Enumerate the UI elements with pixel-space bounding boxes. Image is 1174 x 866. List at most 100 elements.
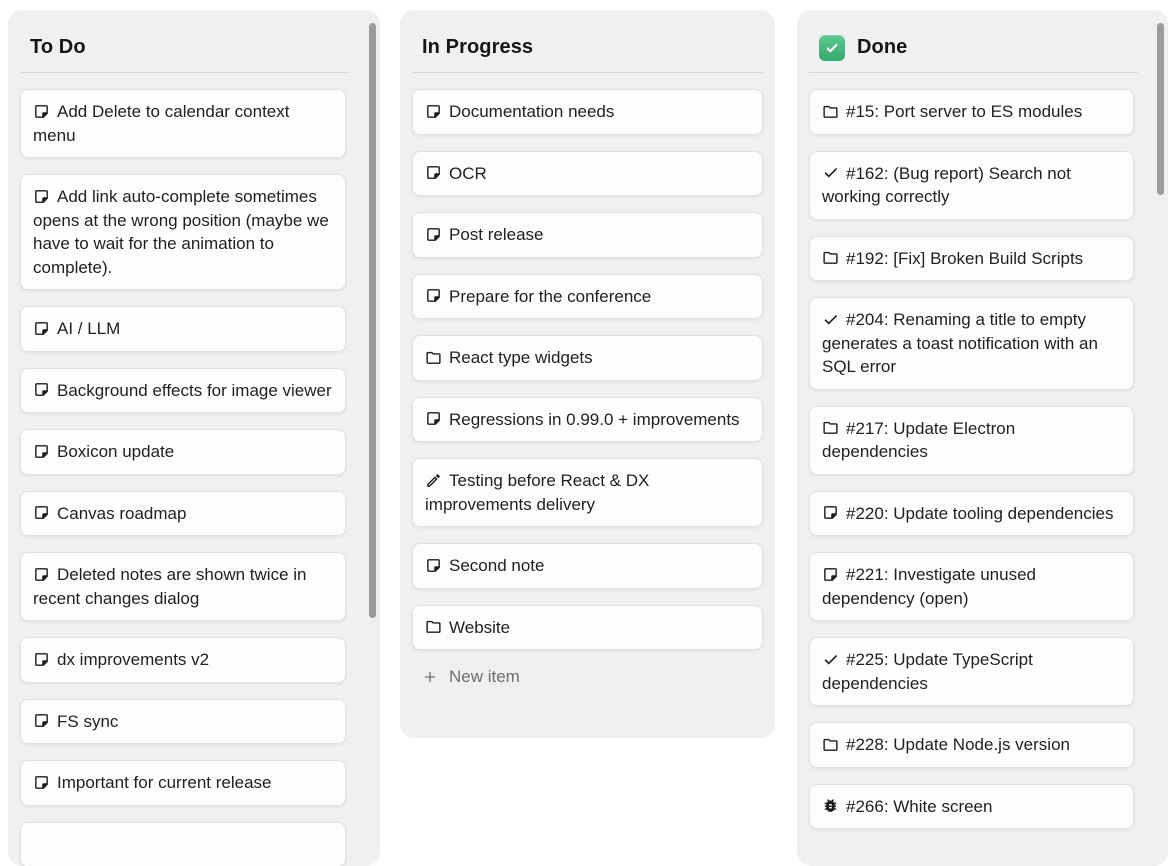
card-title: Deleted notes are shown twice in recent … bbox=[33, 565, 306, 608]
checked-square-icon bbox=[819, 35, 845, 61]
card[interactable]: #225: Update TypeScript dependencies bbox=[809, 637, 1134, 706]
card[interactable]: #220: Update tooling dependencies bbox=[809, 491, 1134, 537]
card[interactable]: Important for current release bbox=[20, 760, 346, 806]
scrollbar-thumb[interactable] bbox=[369, 23, 376, 618]
folder-icon bbox=[822, 419, 839, 436]
note-icon bbox=[33, 320, 50, 337]
note-icon bbox=[425, 557, 442, 574]
card-title: Important for current release bbox=[57, 773, 271, 792]
note-icon bbox=[33, 381, 50, 398]
card-title: Post release bbox=[449, 225, 544, 244]
card-title: Second note bbox=[449, 556, 544, 575]
card-title: #225: Update TypeScript dependencies bbox=[822, 650, 1033, 693]
card[interactable]: #162: (Bug report) Search not working co… bbox=[809, 151, 1134, 220]
card-list: Documentation needs OCR Post release Prepar… bbox=[412, 73, 763, 650]
card-title: Documentation needs bbox=[449, 102, 614, 121]
pencil-icon bbox=[425, 472, 442, 489]
note-icon bbox=[33, 504, 50, 521]
note-icon bbox=[822, 504, 839, 521]
folder-icon bbox=[425, 618, 442, 635]
card-title: Prepare for the conference bbox=[449, 287, 651, 306]
note-icon bbox=[33, 712, 50, 729]
card-title: #162: (Bug report) Search not working co… bbox=[822, 164, 1071, 207]
note-icon bbox=[425, 287, 442, 304]
folder-icon bbox=[822, 103, 839, 120]
note-icon bbox=[822, 566, 839, 583]
note-icon bbox=[33, 651, 50, 668]
card[interactable]: #15: Port server to ES modules bbox=[809, 89, 1134, 135]
card-title: #217: Update Electron dependencies bbox=[822, 419, 1015, 462]
card-title: FS sync bbox=[57, 712, 118, 731]
card-title: AI / LLM bbox=[57, 319, 120, 338]
column-title: Done bbox=[857, 34, 907, 61]
card[interactable]: Boxicon update bbox=[20, 429, 346, 475]
card-title: Testing before React & DX improvements d… bbox=[425, 471, 649, 514]
card-list: Add Delete to calendar context menu Add l… bbox=[20, 73, 346, 866]
card-title: Boxicon update bbox=[57, 442, 174, 461]
check-icon bbox=[822, 311, 839, 328]
card-title: OCR bbox=[449, 164, 487, 183]
card-title: #220: Update tooling dependencies bbox=[846, 504, 1114, 523]
card-title: Add link auto-complete sometimes opens a… bbox=[33, 187, 329, 277]
column-to-do: To Do Add Delete to calendar context menu… bbox=[8, 10, 380, 866]
card[interactable]: #204: Renaming a title to empty generate… bbox=[809, 297, 1134, 390]
card-title: #192: [Fix] Broken Build Scripts bbox=[846, 249, 1083, 268]
card[interactable]: #266: White screen bbox=[809, 784, 1134, 830]
card[interactable]: dx improvements v2 bbox=[20, 637, 346, 683]
folder-icon bbox=[425, 349, 442, 366]
bug-icon bbox=[822, 797, 839, 814]
card[interactable]: Second note bbox=[412, 543, 763, 589]
card[interactable]: Post release bbox=[412, 212, 763, 258]
card[interactable]: Canvas roadmap bbox=[20, 491, 346, 537]
note-icon bbox=[33, 774, 50, 791]
card[interactable]: Add link auto-complete sometimes opens a… bbox=[20, 174, 346, 290]
card-title: #15: Port server to ES modules bbox=[846, 102, 1082, 121]
column-done: Done #15: Port server to ES modules #162: … bbox=[797, 10, 1168, 866]
card-title: dx improvements v2 bbox=[57, 650, 209, 669]
note-icon bbox=[425, 410, 442, 427]
column-in-progress: In Progress Documentation needs OCR Post re… bbox=[400, 10, 775, 738]
card[interactable]: #221: Investigate unused dependency (ope… bbox=[809, 552, 1134, 621]
card[interactable]: OCR bbox=[412, 151, 763, 197]
card-title: Regressions in 0.99.0 + improvements bbox=[449, 410, 740, 429]
new-item-label: New item bbox=[449, 667, 520, 687]
card[interactable]: #192: [Fix] Broken Build Scripts bbox=[809, 236, 1134, 282]
note-icon bbox=[33, 188, 50, 205]
card[interactable]: React type widgets bbox=[412, 335, 763, 381]
card[interactable]: Documentation needs bbox=[412, 89, 763, 135]
check-icon bbox=[822, 651, 839, 668]
card[interactable]: #228: Update Node.js version bbox=[809, 722, 1134, 768]
note-icon bbox=[425, 103, 442, 120]
note-icon bbox=[425, 164, 442, 181]
column-title: In Progress bbox=[422, 34, 533, 61]
card-title: React type widgets bbox=[449, 348, 593, 367]
card[interactable]: #217: Update Electron dependencies bbox=[809, 406, 1134, 475]
scrollbar-thumb[interactable] bbox=[1157, 23, 1164, 195]
card-list: #15: Port server to ES modules #162: (Bug… bbox=[809, 73, 1134, 829]
card[interactable]: Deleted notes are shown twice in recent … bbox=[20, 552, 346, 621]
column-header: Done bbox=[809, 10, 1156, 61]
card[interactable]: Background effects for image viewer bbox=[20, 368, 346, 414]
card-title: #204: Renaming a title to empty generate… bbox=[822, 310, 1098, 376]
card[interactable]: Regressions in 0.99.0 + improvements bbox=[412, 397, 763, 443]
card[interactable]: FS sync bbox=[20, 699, 346, 745]
note-icon bbox=[425, 226, 442, 243]
card-title: Add Delete to calendar context menu bbox=[33, 102, 289, 145]
folder-icon bbox=[822, 249, 839, 266]
card[interactable] bbox=[20, 822, 346, 866]
card[interactable]: Add Delete to calendar context menu bbox=[20, 89, 346, 158]
card[interactable]: Website bbox=[412, 605, 763, 651]
plus-icon bbox=[422, 669, 438, 685]
check-icon bbox=[822, 164, 839, 181]
new-item-button[interactable]: New item bbox=[422, 667, 753, 687]
card[interactable]: Testing before React & DX improvements d… bbox=[412, 458, 763, 527]
card-title: Canvas roadmap bbox=[57, 504, 186, 523]
card[interactable]: AI / LLM bbox=[20, 306, 346, 352]
card-title: #221: Investigate unused dependency (ope… bbox=[822, 565, 1036, 608]
column-header: To Do bbox=[20, 10, 368, 61]
card-title: #266: White screen bbox=[846, 797, 992, 816]
card[interactable]: Prepare for the conference bbox=[412, 274, 763, 320]
card-title: Background effects for image viewer bbox=[57, 381, 332, 400]
card-title: Website bbox=[449, 618, 510, 637]
card-title: #228: Update Node.js version bbox=[846, 735, 1070, 754]
